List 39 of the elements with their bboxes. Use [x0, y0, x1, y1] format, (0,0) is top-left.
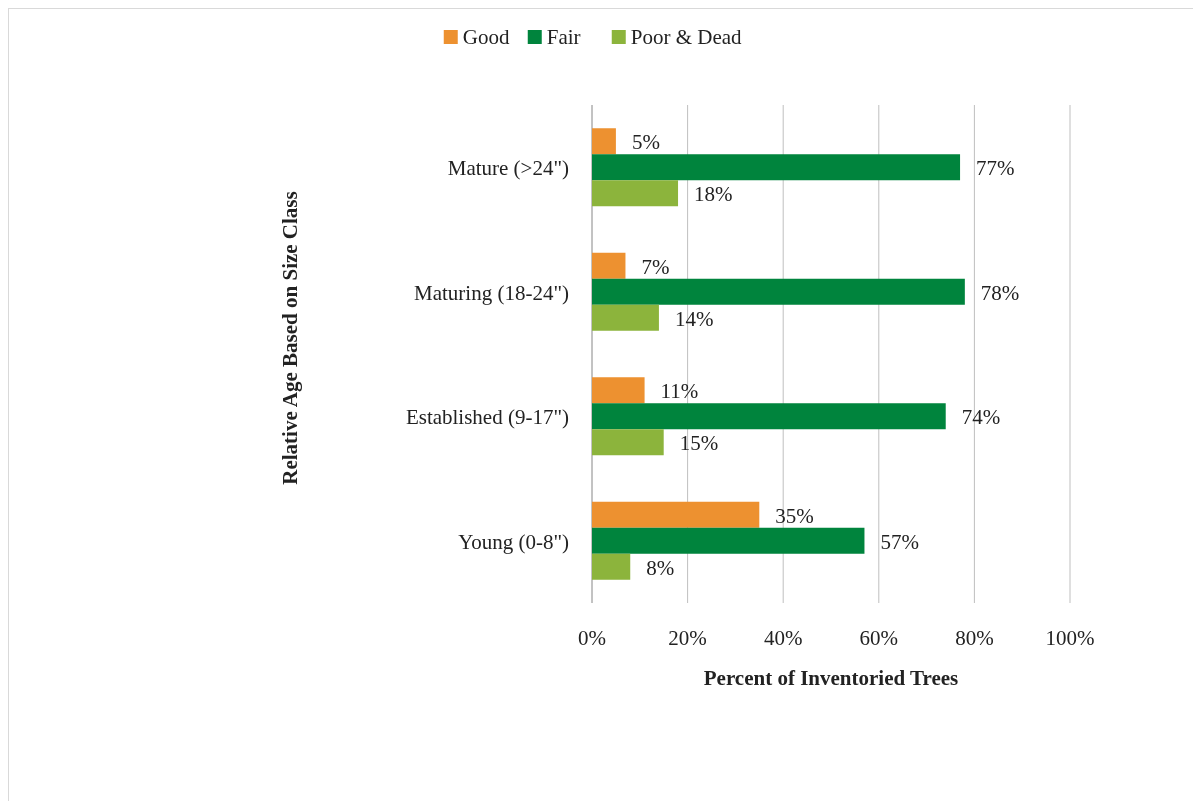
- y-tick-label: Mature (>24"): [447, 156, 569, 181]
- data-label: 14%: [674, 306, 714, 331]
- bar: [592, 501, 760, 528]
- data-label: 57%: [880, 529, 919, 554]
- data-label: 18%: [694, 182, 733, 207]
- bar: [592, 180, 679, 207]
- bar: [592, 403, 946, 430]
- bar: [592, 429, 664, 456]
- bar: [592, 252, 626, 279]
- legend-label: Good: [462, 25, 510, 49]
- bar: [592, 128, 616, 155]
- y-tick-label: Established (9-17"): [405, 405, 569, 430]
- data-label: 7%: [641, 254, 670, 279]
- legend-label: Poor & Dead: [630, 25, 743, 49]
- data-label: 8%: [646, 555, 675, 580]
- data-label: 77%: [976, 156, 1015, 181]
- x-tick-label: 60%: [859, 626, 899, 650]
- y-tick-label: Young (0-8"): [458, 529, 569, 554]
- data-label: 78%: [980, 280, 1020, 305]
- bar: [592, 278, 965, 305]
- data-label: 74%: [961, 405, 1001, 430]
- data-label: 15%: [679, 431, 719, 456]
- x-tick-label: 40%: [763, 626, 803, 650]
- x-axis-title: Percent of Inventoried Trees: [703, 666, 959, 690]
- x-tick-label: 100%: [1045, 626, 1095, 650]
- x-tick-label: 20%: [668, 626, 707, 650]
- data-label: 35%: [775, 503, 814, 528]
- x-tick-label: 0%: [578, 626, 606, 650]
- y-axis-title: Relative Age Based on Size Class: [278, 191, 302, 485]
- x-tick-label: 80%: [955, 626, 994, 650]
- data-label: 11%: [660, 379, 699, 404]
- bar: [592, 154, 961, 181]
- bar: [592, 304, 659, 331]
- y-tick-label: Maturing (18-24"): [414, 280, 569, 305]
- data-label: 5%: [631, 130, 660, 155]
- bar: [592, 553, 631, 580]
- bar: [592, 377, 645, 404]
- legend-label: Fair: [546, 25, 581, 49]
- bar: [592, 527, 865, 554]
